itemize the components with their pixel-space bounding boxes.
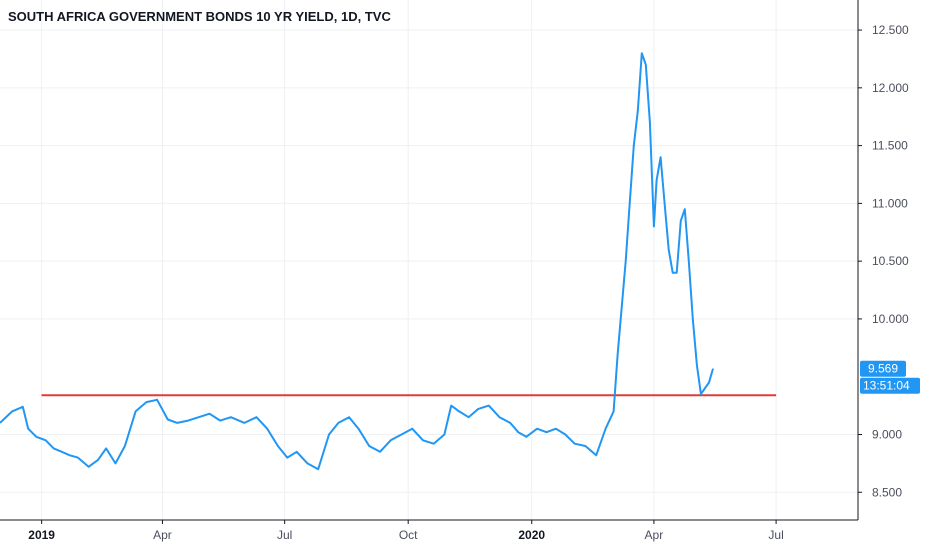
x-tick-label: 2019	[28, 528, 55, 542]
y-tick-label: 9.000	[872, 427, 902, 441]
x-tick-label: Apr	[645, 528, 664, 542]
last-value-badge: 9.569 13:51:04	[860, 360, 920, 394]
x-tick-label: Jul	[768, 528, 783, 542]
y-tick-label: 12.500	[872, 23, 909, 37]
countdown-label: 13:51:04	[863, 379, 910, 393]
x-tick-label: Jul	[277, 528, 292, 542]
y-tick-label: 10.500	[872, 254, 909, 268]
yield-series-line	[0, 52, 714, 471]
y-tick-label: 12.000	[872, 81, 909, 95]
chart-title: SOUTH AFRICA GOVERNMENT BONDS 10 YR YIEL…	[8, 9, 391, 24]
y-tick-label: 11.000	[872, 196, 908, 210]
last-value-label: 9.569	[868, 362, 898, 376]
y-tick-label: 8.500	[872, 485, 902, 499]
countdown-badge-bg	[860, 377, 920, 394]
x-tick-label: Oct	[399, 528, 418, 542]
last-value-badge-bg	[860, 360, 906, 377]
y-axis-ticks: 12.500 12.000 11.500 11.000 10.500 10.000 9.00…	[858, 23, 909, 499]
x-tick-label: Apr	[153, 528, 172, 542]
y-tick-label: 11.500	[872, 139, 908, 153]
y-tick-label: 10.000	[872, 312, 909, 326]
x-axis-ticks: 2019 Apr Jul Oct 2020 Apr Jul	[28, 520, 784, 542]
x-tick-label: 2020	[518, 528, 545, 542]
